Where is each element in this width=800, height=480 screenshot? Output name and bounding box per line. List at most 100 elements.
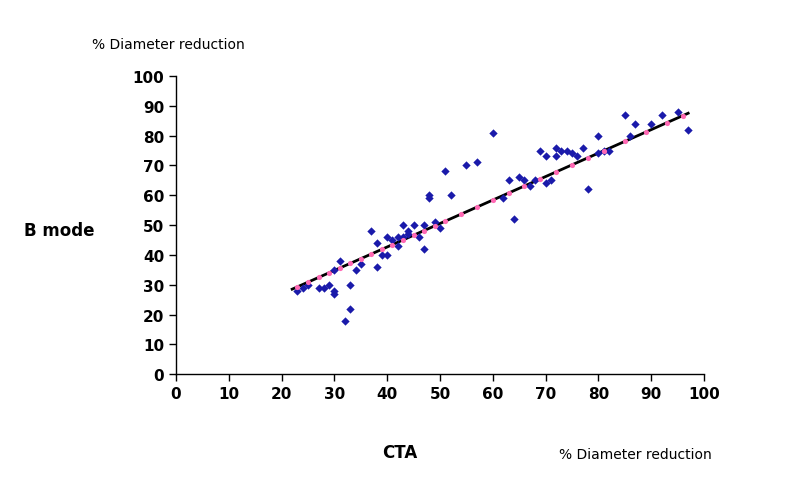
Point [470, 159, 483, 167]
Point [397, 237, 410, 244]
Point [598, 148, 610, 156]
Point [566, 162, 578, 169]
Point [291, 283, 304, 291]
Point [391, 242, 404, 250]
Point [502, 190, 515, 197]
Point [444, 192, 457, 200]
Point [566, 150, 578, 158]
Point [423, 192, 436, 200]
Point [318, 284, 330, 292]
Point [344, 305, 357, 313]
Point [582, 186, 594, 194]
Point [439, 168, 452, 176]
Point [418, 227, 430, 235]
Point [502, 177, 515, 185]
Point [322, 281, 335, 289]
Point [402, 228, 414, 235]
Point [545, 177, 558, 185]
Point [555, 147, 568, 155]
Point [402, 231, 414, 239]
Point [677, 112, 690, 120]
Point [312, 274, 325, 282]
Point [671, 108, 684, 116]
Point [550, 144, 562, 152]
Point [375, 246, 388, 253]
Point [434, 225, 446, 232]
Point [550, 168, 562, 176]
Point [354, 261, 367, 268]
Point [407, 232, 420, 240]
Point [291, 287, 304, 295]
Point [413, 234, 426, 241]
Point [460, 162, 473, 170]
Text: % Diameter reduction: % Diameter reduction [92, 38, 245, 52]
Point [661, 120, 674, 127]
Point [370, 264, 383, 271]
Point [529, 177, 542, 185]
Point [334, 264, 346, 272]
Point [550, 153, 562, 161]
Point [539, 180, 552, 188]
Point [602, 147, 615, 155]
Point [418, 246, 430, 253]
Point [523, 183, 536, 191]
Point [428, 223, 441, 230]
Point [507, 216, 520, 224]
Point [592, 150, 605, 158]
Point [338, 317, 351, 324]
Text: B mode: B mode [24, 221, 94, 240]
Point [334, 257, 346, 265]
Point [302, 279, 314, 287]
Point [582, 155, 594, 162]
Point [576, 144, 589, 152]
Point [560, 147, 573, 155]
Point [629, 120, 642, 128]
Point [518, 177, 531, 185]
Text: CTA: CTA [382, 443, 418, 461]
Point [618, 112, 631, 120]
Point [386, 237, 399, 244]
Point [518, 183, 531, 191]
Point [386, 241, 399, 249]
Point [381, 234, 394, 241]
Point [592, 132, 605, 140]
Point [423, 195, 436, 203]
Point [349, 266, 362, 274]
Point [454, 211, 467, 218]
Point [486, 130, 499, 137]
Point [322, 269, 335, 277]
Point [439, 218, 452, 226]
Point [571, 153, 584, 161]
Point [639, 129, 652, 137]
Point [381, 252, 394, 259]
Text: % Diameter reduction: % Diameter reduction [559, 447, 712, 461]
Point [354, 255, 367, 263]
Point [486, 197, 499, 204]
Point [645, 120, 658, 128]
Point [513, 174, 526, 182]
Point [365, 251, 378, 258]
Point [682, 127, 694, 134]
Point [655, 112, 668, 120]
Point [624, 132, 637, 140]
Point [344, 260, 357, 268]
Point [598, 147, 610, 155]
Point [328, 287, 341, 295]
Point [375, 252, 388, 259]
Point [328, 290, 341, 298]
Point [344, 281, 357, 289]
Point [534, 176, 546, 183]
Point [312, 284, 325, 292]
Point [391, 234, 404, 241]
Point [302, 281, 314, 289]
Point [328, 266, 341, 274]
Point [428, 219, 441, 227]
Point [539, 153, 552, 161]
Point [497, 195, 510, 203]
Point [397, 234, 410, 241]
Point [407, 222, 420, 229]
Point [296, 284, 309, 292]
Point [470, 204, 483, 212]
Point [534, 147, 546, 155]
Point [365, 228, 378, 235]
